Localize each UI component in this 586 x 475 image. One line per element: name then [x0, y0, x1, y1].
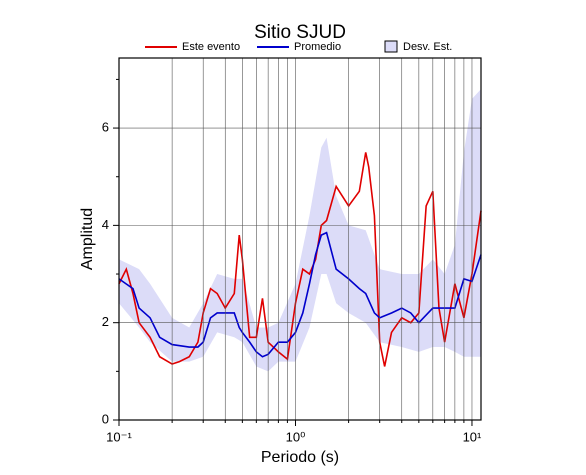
y-tick-label: 6	[102, 120, 109, 135]
std-band	[119, 89, 481, 372]
legend-label: Promedio	[294, 41, 341, 53]
legend-label: Desv. Est.	[403, 41, 452, 53]
y-tick-label: 2	[102, 314, 109, 329]
legend-swatch	[384, 40, 398, 53]
x-tick-label: 10⁻¹	[106, 429, 132, 444]
x-tick-label: 10⁰	[286, 429, 306, 444]
legend: Este evento Promedio Desv. Est.	[145, 40, 452, 53]
y-tick-label: 4	[102, 217, 109, 232]
plot-frame	[118, 57, 482, 421]
chart-title: Sitio SJUD	[254, 22, 346, 43]
x-axis-label: Periodo (s)	[261, 449, 339, 466]
y-axis-label: Amplitud	[79, 208, 96, 270]
x-tick-label: 10¹	[463, 429, 482, 444]
legend-label: Este evento	[182, 41, 240, 53]
plot-area	[119, 58, 481, 420]
y-tick-label: 0	[102, 411, 109, 426]
